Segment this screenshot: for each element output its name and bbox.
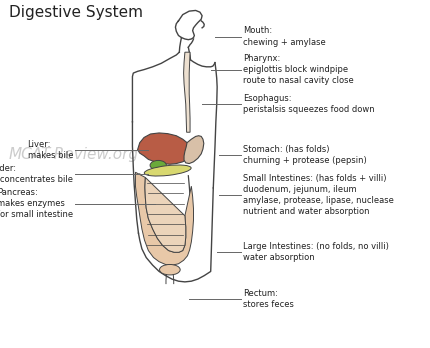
Text: Liver:
makes bile: Liver: makes bile: [28, 140, 73, 160]
Text: Large Intestines: (no folds, no villi)
water absorption: Large Intestines: (no folds, no villi) w…: [243, 242, 389, 262]
Text: Rectum:
stores feces: Rectum: stores feces: [243, 289, 294, 309]
Text: Pharynx:
epiglottis block windpipe
route to nasal cavity close: Pharynx: epiglottis block windpipe route…: [243, 54, 354, 85]
Ellipse shape: [150, 160, 166, 170]
Text: Gall bladder:
stores + concentrates bile: Gall bladder: stores + concentrates bile: [0, 164, 73, 184]
Ellipse shape: [160, 264, 180, 275]
Text: Esophagus:
peristalsis squeezes food down: Esophagus: peristalsis squeezes food dow…: [243, 94, 375, 114]
Polygon shape: [138, 133, 190, 164]
Text: Small Intestines: (has folds + villi)
duodenum, jejunum, ileum
amylase, protease: Small Intestines: (has folds + villi) du…: [243, 174, 394, 216]
Polygon shape: [145, 177, 186, 252]
Polygon shape: [184, 136, 204, 164]
Text: MCAT-Review.org: MCAT-Review.org: [9, 147, 138, 163]
Text: Stomach: (has folds)
churning + protease (pepsin): Stomach: (has folds) churning + protease…: [243, 145, 367, 165]
Ellipse shape: [144, 165, 191, 176]
Text: Digestive System: Digestive System: [9, 5, 143, 20]
Text: Pancreas:
makes enzymes
for small intestine: Pancreas: makes enzymes for small intest…: [0, 188, 73, 219]
Polygon shape: [135, 172, 194, 265]
Polygon shape: [184, 52, 190, 132]
Text: Mouth:
chewing + amylase: Mouth: chewing + amylase: [243, 26, 326, 47]
